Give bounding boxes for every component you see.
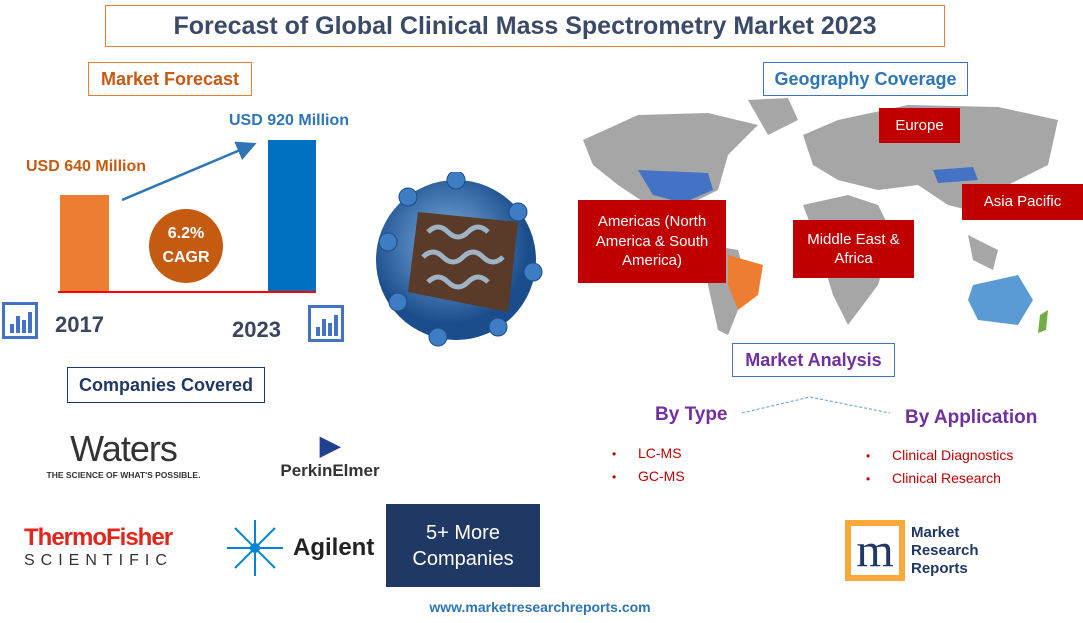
connector-line	[741, 396, 891, 414]
perkinelmer-mark-icon: ▶	[320, 430, 340, 460]
list-item: Clinical Research	[866, 467, 1013, 490]
bar-label-2023: USD 920 Million	[229, 112, 350, 129]
bar-2023	[268, 140, 316, 292]
cagr-badge: 6.2% CAGR	[149, 209, 223, 283]
logo-line3: Reports	[911, 559, 968, 577]
bar-chart-icon	[308, 305, 344, 342]
bar-chart-icon	[2, 302, 38, 339]
agilent-wordmark: Agilent	[293, 534, 375, 561]
website-link[interactable]: www.marketresearchreports.com	[429, 599, 651, 615]
market-analysis-heading: Market Analysis	[732, 343, 895, 377]
year-2023: 2023	[232, 317, 281, 342]
virus-illustration	[376, 172, 543, 347]
more-companies-line2: Companies	[412, 547, 514, 570]
year-2017: 2017	[55, 312, 104, 337]
thermofisher-subtitle: SCIENTIFIC	[24, 552, 173, 569]
perkinelmer-wordmark: PerkinElmer	[280, 461, 380, 480]
agilent-spark-icon	[227, 520, 283, 576]
agilent-logo: Agilent	[225, 518, 374, 578]
waters-logo: Waters THE SCIENCE OF WHAT'S POSSIBLE.	[22, 428, 225, 480]
region-middle-east-africa: Middle East & Africa	[793, 220, 914, 278]
list-item: LC-MS	[612, 442, 685, 465]
list-item: GC-MS	[612, 465, 685, 488]
by-type-heading: By Type	[655, 404, 728, 425]
logo-mark-letter: m	[856, 523, 894, 577]
more-companies-button[interactable]: 5+ More Companies	[386, 504, 540, 587]
waters-tagline: THE SCIENCE OF WHAT'S POSSIBLE.	[46, 470, 201, 480]
cagr-label: CAGR	[162, 249, 210, 266]
companies-covered-heading: Companies Covered	[67, 367, 265, 403]
market-research-reports-logo: m Market Research Reports	[845, 520, 979, 581]
bar-label-2017: USD 640 Million	[26, 158, 147, 175]
logo-line2: Research	[911, 541, 979, 559]
logo-mark: m	[845, 520, 905, 581]
cagr-value: 6.2%	[167, 225, 205, 242]
perkinelmer-logo: ▶ PerkinElmer	[265, 430, 395, 481]
baseline	[58, 291, 316, 293]
region-americas: Americas (North America & South America)	[578, 200, 726, 283]
region-europe: Europe	[879, 108, 960, 143]
waters-wordmark: Waters	[70, 428, 178, 469]
region-asia-pacific: Asia Pacific	[962, 184, 1083, 220]
list-item: Clinical Diagnostics	[866, 444, 1013, 467]
thermofisher-wordmark: ThermoFisher	[24, 524, 173, 551]
thermofisher-logo: ThermoFisher SCIENTIFIC	[24, 524, 200, 570]
geography-coverage-heading: Geography Coverage	[763, 62, 968, 96]
by-application-heading: By Application	[905, 407, 1038, 428]
growth-arrow	[121, 141, 257, 202]
by-application-list: Clinical Diagnostics Clinical Research	[866, 444, 1013, 490]
bar-2017	[60, 194, 109, 292]
page-title: Forecast of Global Clinical Mass Spectro…	[105, 5, 945, 47]
logo-line1: Market	[911, 523, 960, 541]
more-companies-line1: 5+ More	[426, 521, 500, 544]
by-type-list: LC-MS GC-MS	[612, 442, 685, 488]
market-forecast-heading: Market Forecast	[88, 62, 252, 96]
